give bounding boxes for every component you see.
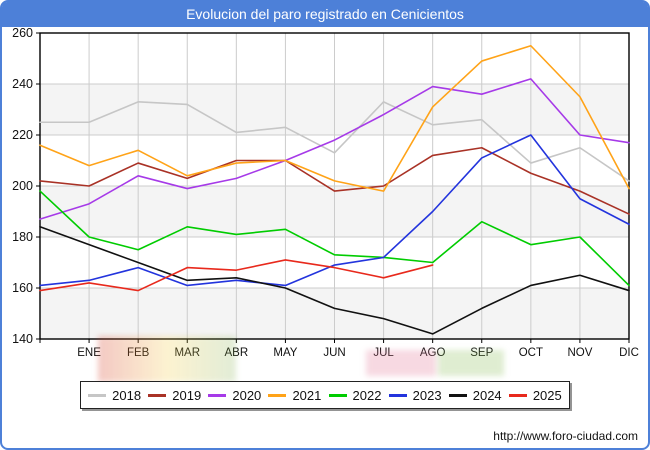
legend-item-2019[interactable]: 2019 <box>148 388 201 403</box>
plot-frame <box>39 32 630 340</box>
legend-label-2018: 2018 <box>112 387 142 403</box>
legend-item-2024[interactable]: 2024 <box>448 387 502 403</box>
legend-item-2022[interactable]: 2022 <box>328 387 382 403</box>
y-tick-label-240: 240 <box>12 77 33 91</box>
series-line-2021 <box>39 44 630 192</box>
x-label-DIC: DIC <box>619 347 639 359</box>
series-line-2022 <box>39 190 630 287</box>
legend-item-2025[interactable]: 2025 <box>508 387 562 403</box>
legend-dash-2024 <box>448 393 467 397</box>
chart-title: Evolucion del paro registrado en Cenicie… <box>186 6 464 22</box>
legend-item-2023[interactable]: 2023 <box>388 387 442 403</box>
legend-item-2021[interactable]: 2021 <box>268 388 321 403</box>
x-label-SEP: SEP <box>470 347 493 359</box>
x-label-FEB: FEB <box>127 347 150 359</box>
x-label-MAY: MAY <box>273 347 297 359</box>
y-tick-label-160: 160 <box>12 281 33 295</box>
legend-label-2020: 2020 <box>232 387 262 403</box>
y-tick-label-260: 260 <box>12 26 33 40</box>
footer-url[interactable]: http://www.foro-ciudad.com <box>493 429 638 443</box>
y-tick-label-220: 220 <box>12 128 33 142</box>
y-tick-label-140: 140 <box>12 332 33 346</box>
legend-label-2022: 2022 <box>352 387 382 403</box>
legend-label-2021: 2021 <box>292 387 322 403</box>
x-label-MAR: MAR <box>174 347 200 359</box>
legend-dash-2018 <box>88 393 107 397</box>
legend-label-2023: 2023 <box>412 387 442 403</box>
y-tick-label-200: 200 <box>12 179 33 193</box>
x-label-JUL: JUL <box>373 347 394 359</box>
series-line-2019 <box>39 146 630 215</box>
series-line-2025 <box>39 259 434 292</box>
series-line-2020 <box>39 78 630 220</box>
x-label-ABR: ABR <box>225 347 249 359</box>
series-line-2023 <box>39 134 630 287</box>
legend-label-2025: 2025 <box>532 387 562 403</box>
chart-title-bar: Evolucion del paro registrado en Cenicie… <box>2 2 648 27</box>
legend-dash-2021 <box>268 393 287 397</box>
legend-dash-2025 <box>508 393 527 397</box>
series-line-2024 <box>39 226 630 335</box>
x-label-NOV: NOV <box>567 347 592 359</box>
x-label-OCT: OCT <box>519 347 543 359</box>
legend-dash-2023 <box>388 393 407 397</box>
y-tick-label-180: 180 <box>12 230 33 244</box>
legend-label-2024: 2024 <box>472 387 502 403</box>
x-label-JUN: JUN <box>323 347 345 359</box>
x-label-ENE: ENE <box>77 347 101 359</box>
x-label-AGO: AGO <box>420 347 446 359</box>
legend-label-2019: 2019 <box>172 387 202 403</box>
legend-item-2020[interactable]: 2020 <box>208 388 261 403</box>
legend-dash-2022 <box>328 393 347 397</box>
legend-dash-2020 <box>208 393 227 397</box>
legend-dash-2019 <box>148 393 167 397</box>
legend-item-2018[interactable]: 2018 <box>88 388 141 403</box>
series-line-2018 <box>39 101 630 182</box>
legend: 2018 2019 2020 2021 2022 2023 2024 2025 <box>80 381 570 409</box>
